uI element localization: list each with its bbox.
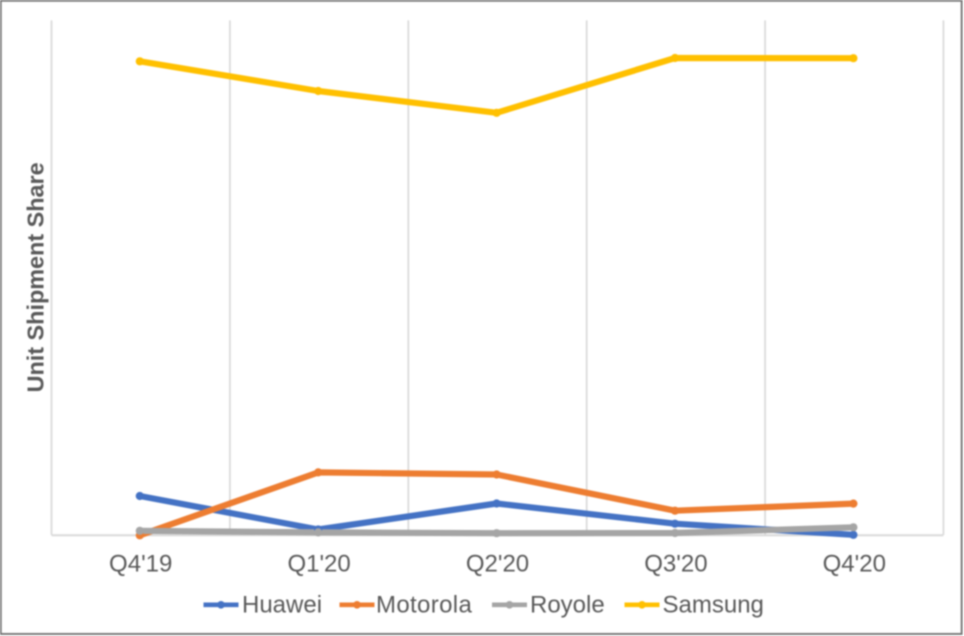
svg-text:Q1'20: Q1'20 [287,551,350,578]
svg-text:Q3'20: Q3'20 [644,551,707,578]
svg-text:Q2'20: Q2'20 [466,551,529,578]
svg-text:Q4'19: Q4'19 [109,551,172,578]
svg-text:Huawei: Huawei [242,592,322,619]
svg-text:Q4'20: Q4'20 [823,551,886,578]
svg-text:Unit Shipment Share: Unit Shipment Share [23,162,49,392]
svg-text:Samsung: Samsung [663,592,764,619]
svg-text:Motorola: Motorola [376,592,472,619]
svg-text:Royole: Royole [530,592,605,619]
